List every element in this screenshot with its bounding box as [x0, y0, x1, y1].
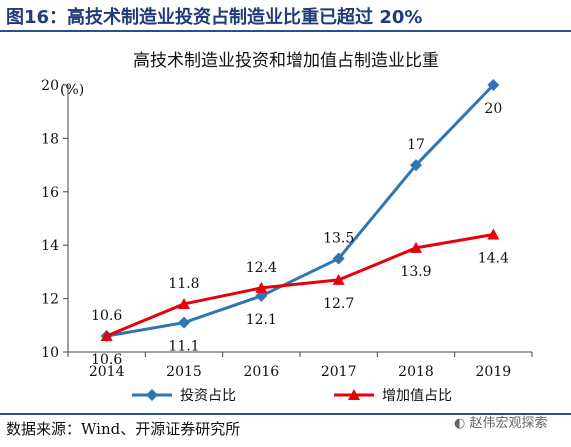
chart-title: 高技术制造业投资和增加值占制造业比重: [133, 51, 439, 71]
watermark: ◐ 赵伟宏观探索: [454, 412, 548, 431]
series-2-point: [178, 297, 190, 309]
x-tick-label: 2016: [244, 364, 280, 380]
title-rule: [0, 30, 571, 32]
figure-title: 图16：高技术制造业投资占制造业比重已超过 20%: [6, 7, 423, 28]
series-2-point: [487, 228, 500, 240]
legend-label-1: 投资占比: [180, 388, 236, 404]
series-2-data-label: 12.7: [323, 296, 354, 312]
source-note: 数据来源：Wind、开源证券研究所: [6, 420, 241, 438]
legend-label-2: 增加值占比: [382, 388, 452, 404]
series-2-data-label: 12.4: [246, 260, 277, 276]
source-rule: [0, 413, 571, 415]
series-2-data-label: 14.4: [478, 251, 509, 267]
watermark-text: 赵伟宏观探索: [469, 416, 548, 431]
y-tick-label: 10: [41, 345, 59, 361]
y-tick-label: 14: [41, 238, 59, 254]
y-tick-label: 12: [41, 292, 59, 308]
line-chart: 高技术制造业投资和增加值占制造业比重 (%) 10 12 14 16 18 20 2014 2…: [41, 51, 533, 404]
x-tick-label: 2018: [398, 364, 434, 380]
series-line-1: [106, 83, 495, 338]
series-1-data-label: 11.1: [168, 339, 199, 355]
series-2-point: [332, 273, 345, 285]
series-1-data-label: 12.1: [246, 312, 277, 328]
series-1-data-label: 10.6: [91, 308, 122, 324]
y-tick-label: 16: [41, 185, 59, 201]
x-tick-label: 2015: [166, 364, 202, 380]
series-2-data-label: 13.9: [400, 264, 431, 280]
legend-marker-2: [348, 389, 360, 400]
series-1-data-label: 13.5: [323, 231, 354, 247]
series-1-data-label: 20: [484, 101, 502, 117]
legend-marker-1: [146, 389, 158, 401]
series-1-data-label: 17: [407, 137, 425, 153]
series-2-data-label: 10.6: [91, 352, 122, 368]
series-1-point: [255, 289, 268, 302]
y-axis-unit-label: (%): [60, 82, 84, 98]
x-tick-label: 2017: [321, 364, 357, 380]
series-2-point: [255, 281, 268, 293]
series-2-point: [100, 329, 113, 341]
series-2-data-label: 11.8: [168, 276, 199, 292]
series-1-point: [410, 159, 422, 172]
wechat-icon: ◐: [454, 416, 466, 431]
x-tick-label: 2019: [476, 364, 512, 380]
series-1-point: [178, 316, 190, 329]
series-line-2: [106, 233, 494, 338]
series-2-point: [410, 241, 422, 253]
series-1-point: [332, 252, 345, 265]
y-tick-label: 20: [41, 78, 59, 94]
y-tick-label: 18: [41, 131, 59, 147]
series-1-point: [487, 79, 500, 91]
x-tick-label: 2014: [89, 364, 125, 380]
